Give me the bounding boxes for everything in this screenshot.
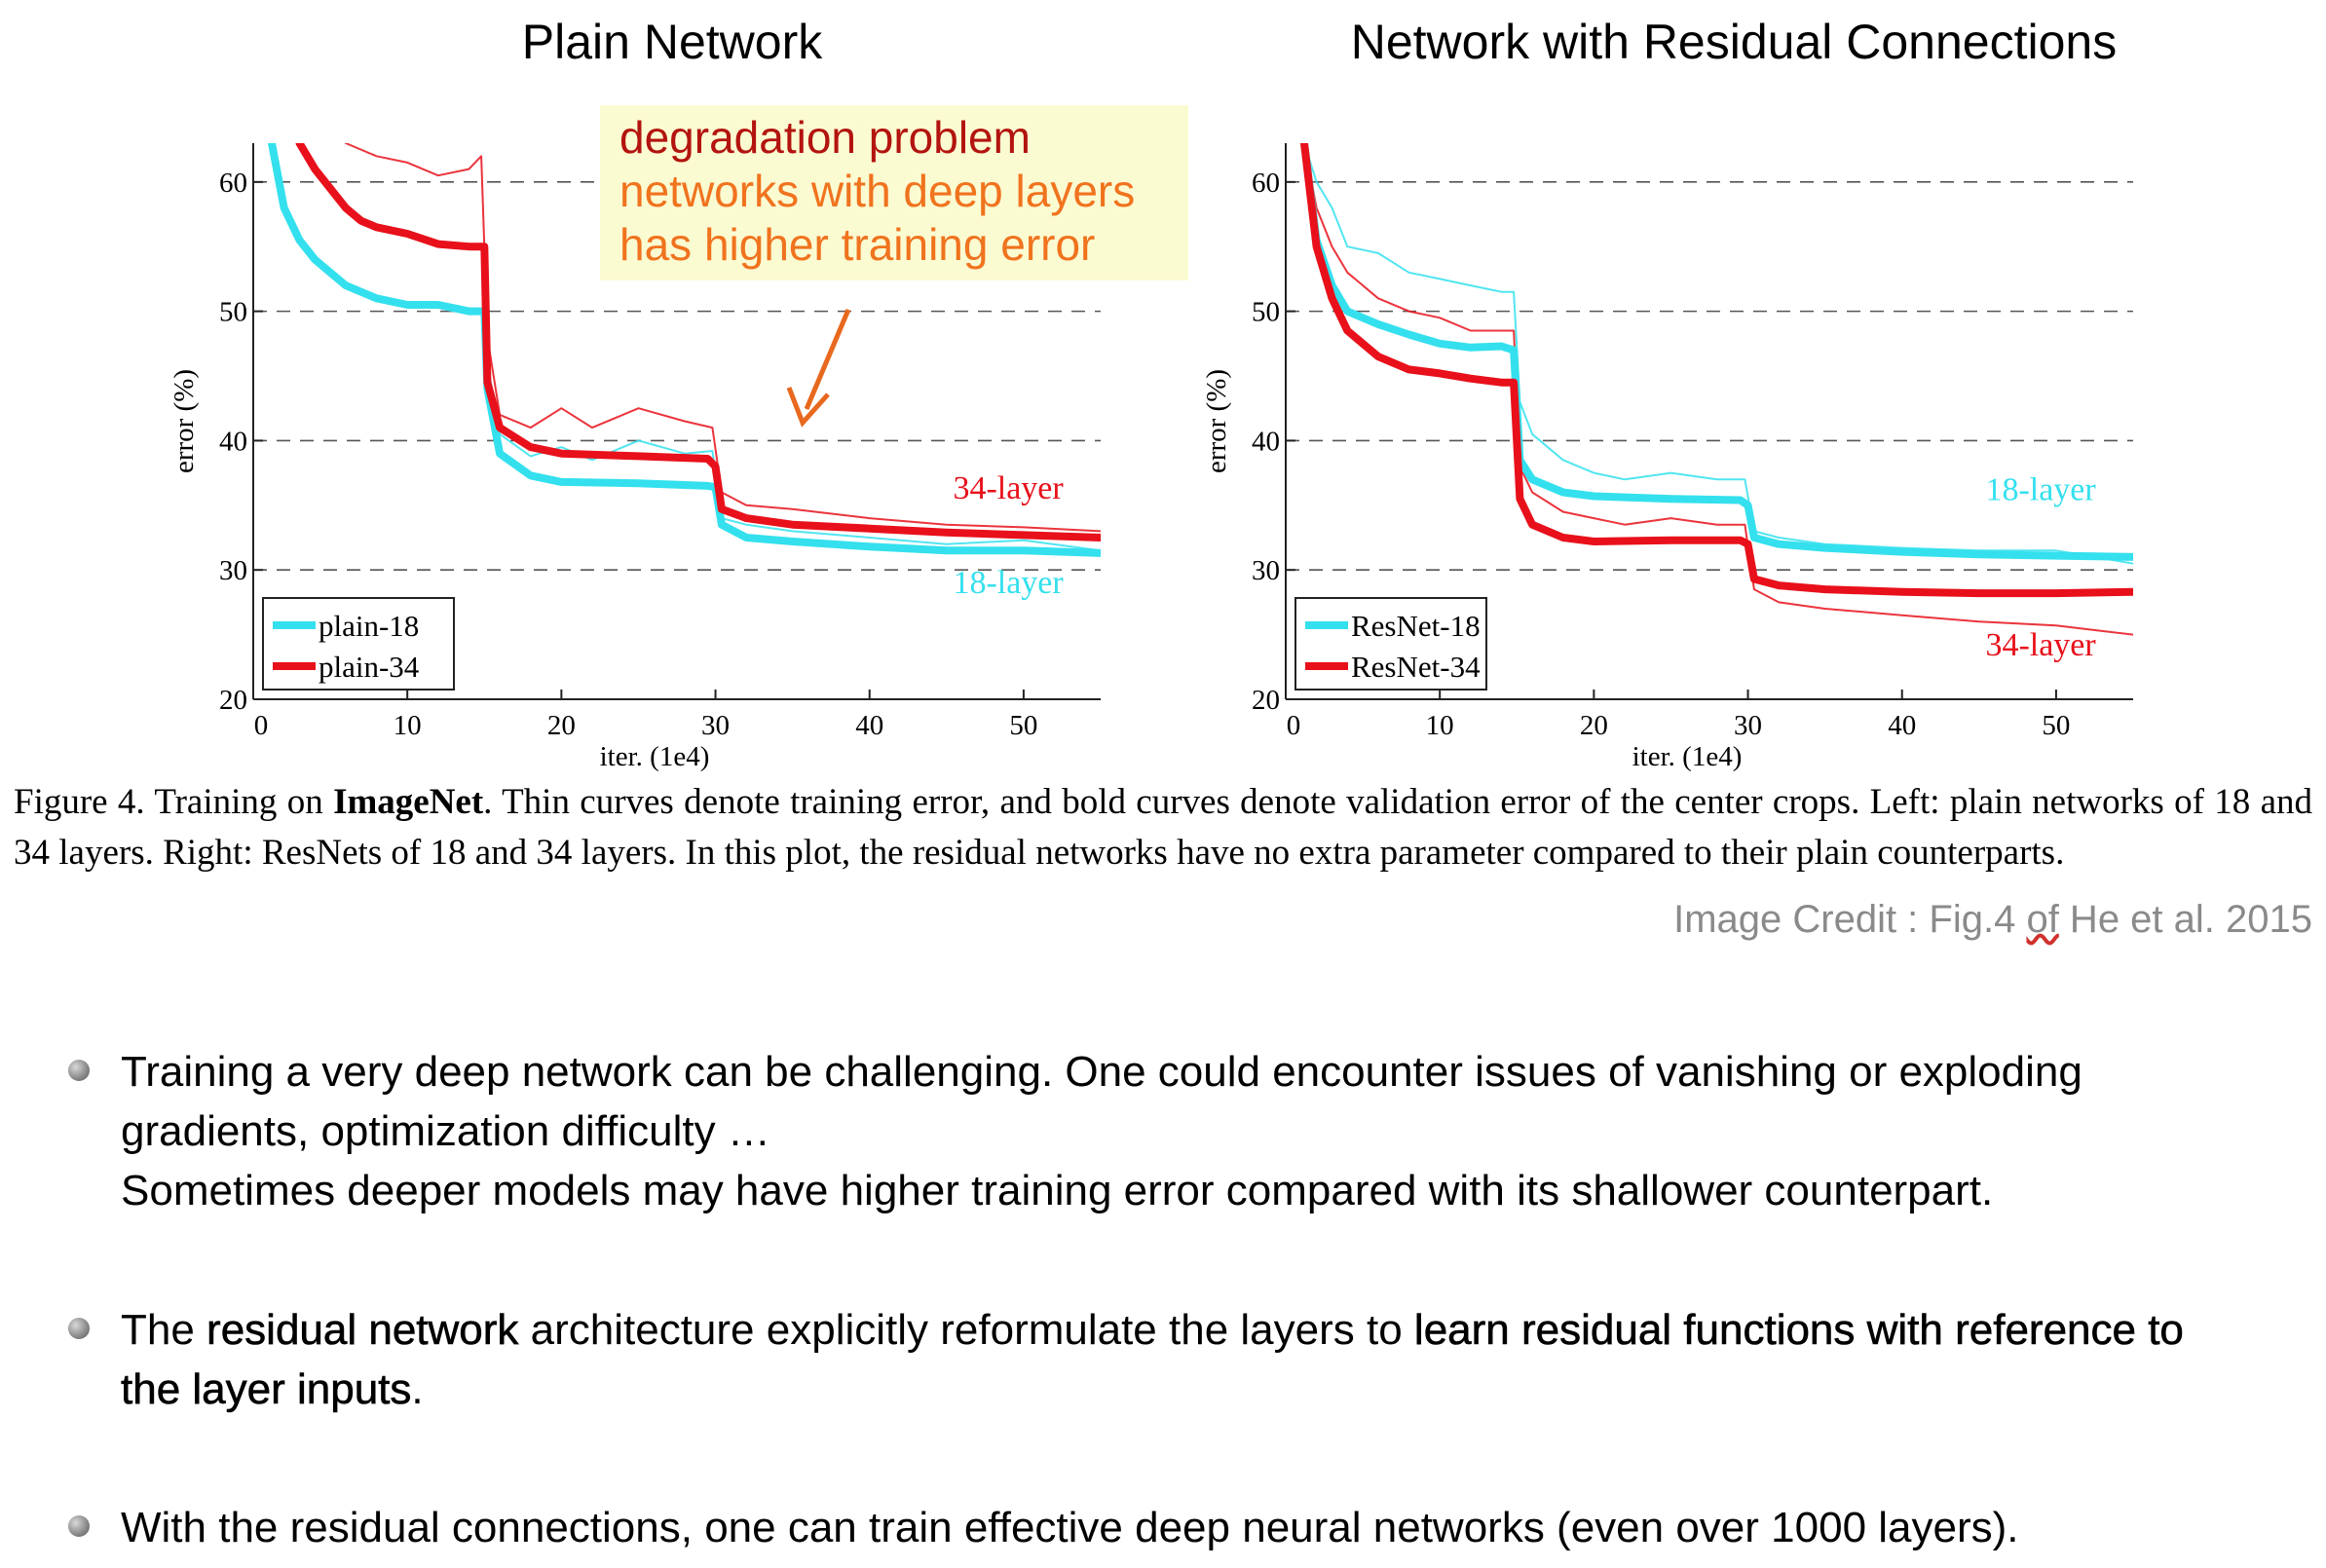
bullet-1-line-2: gradients, optimization difficulty … xyxy=(121,1107,770,1155)
bullet-2-text-2: architecture explicitly reformulate the … xyxy=(518,1306,1414,1354)
callout-arrow-head xyxy=(786,387,830,428)
credit-part-b: of xyxy=(2026,898,2059,941)
degradation-callout: degradation problem networks with deep l… xyxy=(600,105,1188,280)
resnet-y-axis-label: error (%) xyxy=(1201,369,1232,473)
plain-series-plain-18 xyxy=(268,143,1101,557)
resnet-chart: 0 10 20 30 40 50 20 30 40 50 60 iter. (1e4) error (%… xyxy=(1201,143,2133,772)
resnet-x-tick-label: 50 xyxy=(2042,710,2070,741)
left-panel-title: Plain Network xyxy=(521,15,823,69)
bullet-2-bold-1: residual network xyxy=(206,1306,519,1355)
image-credit: Image Credit : Fig.4 of He et al. 2015 xyxy=(1673,898,2312,942)
resnet-x-tick-label: 30 xyxy=(1734,710,1762,741)
bullet-3-text: With the residual connections, one can t… xyxy=(121,1504,2019,1551)
resnet-series-resnet-34 xyxy=(1300,143,2133,598)
resnet-x-axis-label: iter. (1e4) xyxy=(1632,741,1743,772)
plain-series-plain-34-training xyxy=(344,143,1101,533)
plain-y-axis-label: error (%) xyxy=(169,369,200,473)
callout-heading: degradation problem xyxy=(619,112,1031,163)
resnet-legend: ResNet-18 ResNet-34 xyxy=(1294,597,1487,691)
callout-arrow-icon xyxy=(786,309,851,428)
figure-caption: Figure 4. Training on ImageNet. Thin cur… xyxy=(14,777,2312,878)
plain-x-tick-label: 0 xyxy=(254,710,269,741)
plain-y-tick-label: 60 xyxy=(219,168,247,199)
plain-series-plain-34 xyxy=(295,143,1101,541)
plain-chart: 0 10 20 30 40 50 20 30 40 50 60 iter. (1e4) error (%… xyxy=(169,143,1101,772)
bullet-2-text-3: . xyxy=(411,1365,424,1413)
bullet-dot-icon xyxy=(68,1515,90,1537)
resnet-y-tick-label: 50 xyxy=(1252,297,1280,328)
resnet-legend-label: ResNet-18 xyxy=(1351,609,1481,643)
plain-legend-label: plain-34 xyxy=(319,650,420,684)
training-error-charts: 0 10 20 30 40 50 20 30 40 50 60 iter. (1e4) error (%… xyxy=(169,143,2133,772)
resnet-annotation-34-layer: 34-layer xyxy=(1985,627,2096,663)
callout-line-2: has higher training error xyxy=(619,219,1096,270)
bullet-1-line-3: Sometimes deeper models may have higher … xyxy=(121,1167,1994,1214)
bullet-dot-icon xyxy=(68,1060,90,1081)
resnet-series-resnet-34-training xyxy=(1303,143,2133,636)
plain-x-tick-label: 10 xyxy=(394,710,422,741)
bullet-2-text-1: The xyxy=(121,1306,207,1354)
bullet-2-bold-2: learn residual functions with reference … xyxy=(121,1306,2185,1414)
resnet-series-resnet-18 xyxy=(1300,143,2133,561)
caption-text: . Thin curves denote training error, and… xyxy=(14,782,2312,873)
resnet-annotation-18-layer: 18-layer xyxy=(1985,472,2096,508)
plain-legend-box xyxy=(262,597,455,691)
resnet-y-tick-label: 20 xyxy=(1252,685,1280,716)
callout-arrow-shaft xyxy=(804,309,851,410)
plain-x-tick-label: 30 xyxy=(701,710,730,741)
credit-part-a: Image Credit : Fig.4 xyxy=(1673,898,2027,941)
callout-line-1: networks with deep layers xyxy=(619,166,1136,216)
plain-annotation-18-layer: 18-layer xyxy=(953,565,1064,601)
plain-x-tick-label: 40 xyxy=(855,710,883,741)
right-panel-title: Network with Residual Connections xyxy=(1350,15,2118,69)
bullet-dot-icon xyxy=(68,1318,90,1339)
plain-x-axis-label: iter. (1e4) xyxy=(600,741,710,772)
resnet-legend-label: ResNet-34 xyxy=(1351,650,1481,684)
resnet-x-tick-label: 20 xyxy=(1580,710,1608,741)
bullet-2: The residual network architecture explic… xyxy=(68,1300,2289,1419)
resnet-x-tick-label: 40 xyxy=(1888,710,1916,741)
resnet-legend-box xyxy=(1294,597,1487,691)
credit-part-c: He et al. 2015 xyxy=(2058,898,2312,941)
caption-bold: ImageNet xyxy=(333,782,484,822)
resnet-y-tick-label: 60 xyxy=(1252,168,1280,199)
plain-y-tick-label: 50 xyxy=(219,297,247,328)
resnet-x-tick-label: 10 xyxy=(1426,710,1454,741)
plain-y-tick-label: 20 xyxy=(219,685,247,716)
plain-legend-label: plain-18 xyxy=(319,609,419,643)
plain-y-tick-label: 40 xyxy=(219,426,247,457)
resnet-x-tick-label: 0 xyxy=(1287,710,1301,741)
plain-y-tick-label: 30 xyxy=(219,555,247,586)
resnet-y-tick-label: 30 xyxy=(1252,555,1280,586)
bullet-1: Training a very deep network can be chal… xyxy=(68,1042,2289,1220)
plain-legend: plain-18 plain-34 xyxy=(262,597,455,691)
caption-prefix: Figure 4. Training on xyxy=(14,782,334,822)
bullet-1-line-1: Training a very deep network can be chal… xyxy=(121,1048,2082,1096)
plain-annotation-34-layer: 34-layer xyxy=(953,470,1064,506)
bullet-3: With the residual connections, one can t… xyxy=(68,1498,2289,1557)
resnet-y-tick-label: 40 xyxy=(1252,426,1280,457)
plain-x-tick-label: 50 xyxy=(1009,710,1037,741)
plain-x-tick-label: 20 xyxy=(547,710,576,741)
